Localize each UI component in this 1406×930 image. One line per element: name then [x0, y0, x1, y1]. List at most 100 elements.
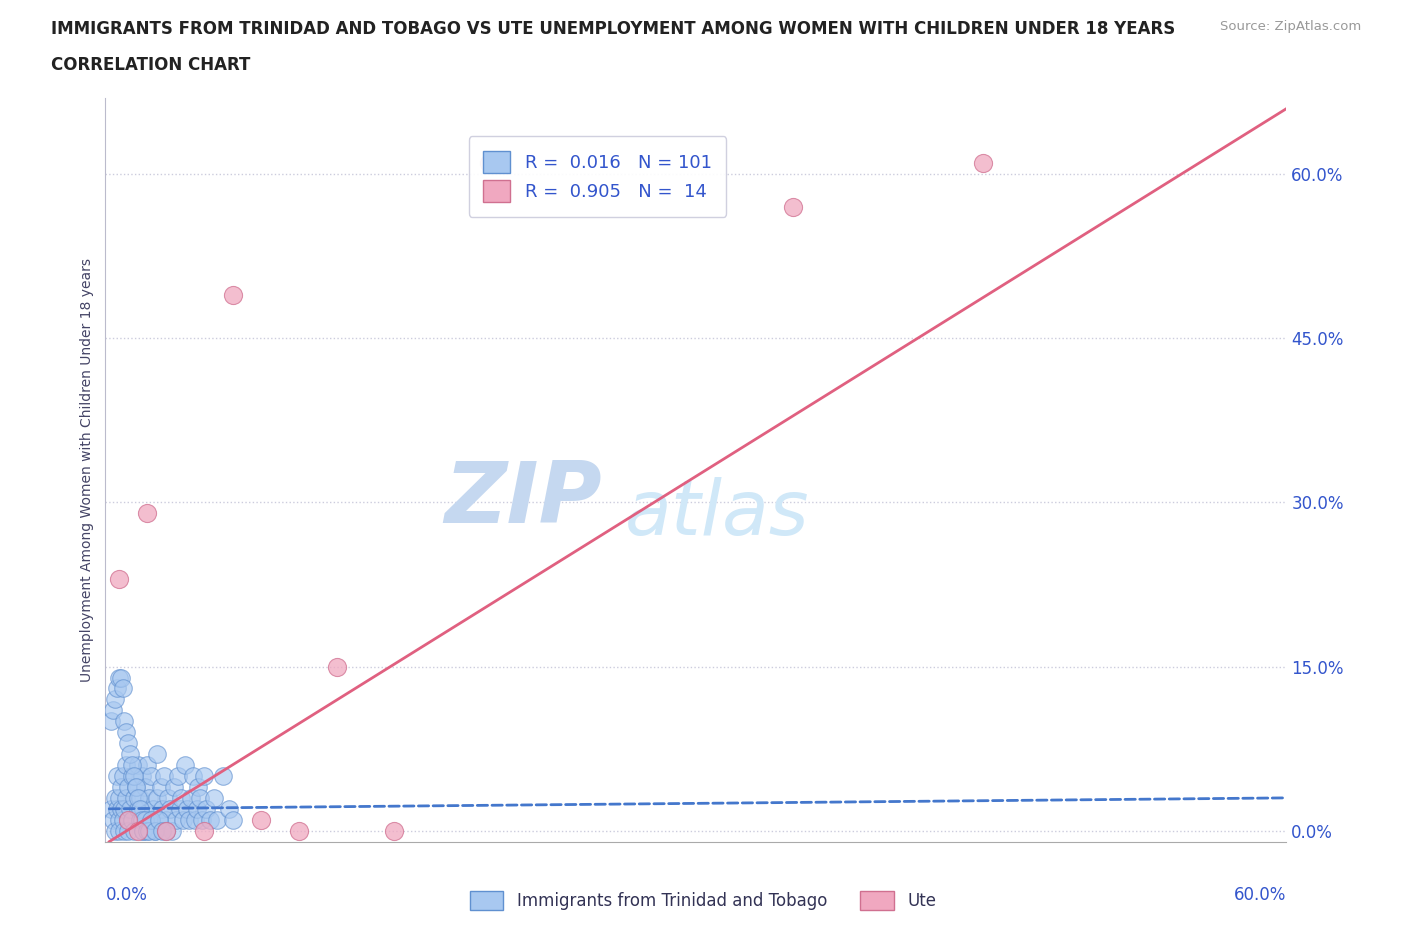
- Point: [148, 812, 170, 827]
- Point: [478, 156, 501, 171]
- Point: [115, 790, 138, 805]
- Point: [107, 812, 129, 827]
- Point: [143, 823, 166, 838]
- Point: [128, 812, 150, 827]
- Point: [105, 768, 128, 783]
- Point: [115, 758, 138, 773]
- Point: [139, 768, 162, 783]
- Point: [127, 823, 149, 838]
- Point: [114, 714, 136, 729]
- Point: [121, 812, 143, 827]
- Point: [117, 779, 139, 794]
- Point: [221, 287, 243, 302]
- Point: [107, 823, 129, 838]
- Point: [122, 768, 145, 783]
- Point: [193, 823, 215, 838]
- Point: [195, 802, 218, 817]
- Point: [288, 823, 311, 838]
- Point: [159, 802, 181, 817]
- Point: [153, 768, 176, 783]
- Point: [132, 823, 155, 838]
- Text: 60.0%: 60.0%: [1234, 886, 1286, 904]
- Text: IMMIGRANTS FROM TRINIDAD AND TOBAGO VS UTE UNEMPLOYMENT AMONG WOMEN WITH CHILDRE: IMMIGRANTS FROM TRINIDAD AND TOBAGO VS U…: [51, 20, 1175, 38]
- Point: [110, 802, 132, 817]
- Point: [111, 768, 134, 783]
- Point: [326, 659, 349, 674]
- Point: [155, 812, 177, 827]
- Point: [117, 823, 139, 838]
- Point: [143, 823, 166, 838]
- Point: [131, 812, 153, 827]
- Point: [145, 790, 167, 805]
- Point: [136, 506, 159, 521]
- Point: [177, 812, 200, 827]
- Text: 0.0%: 0.0%: [105, 886, 148, 904]
- Point: [181, 768, 204, 783]
- Y-axis label: Unemployment Among Women with Children Under 18 years: Unemployment Among Women with Children U…: [80, 258, 94, 682]
- Point: [138, 790, 160, 805]
- Point: [172, 812, 194, 827]
- Point: [105, 802, 128, 817]
- Point: [136, 823, 159, 838]
- Point: [207, 812, 229, 827]
- Point: [132, 823, 155, 838]
- Point: [120, 747, 142, 762]
- Point: [218, 802, 240, 817]
- Point: [382, 823, 405, 838]
- Point: [149, 779, 172, 794]
- Point: [160, 823, 183, 838]
- Point: [166, 768, 188, 783]
- Text: atlas: atlas: [626, 477, 810, 551]
- Point: [170, 790, 193, 805]
- Point: [139, 812, 162, 827]
- Point: [121, 758, 143, 773]
- Point: [250, 812, 273, 827]
- Point: [117, 736, 139, 751]
- Point: [114, 802, 136, 817]
- Legend: R =  0.016   N = 101, R =  0.905   N =  14: R = 0.016 N = 101, R = 0.905 N = 14: [468, 137, 727, 217]
- Point: [110, 671, 132, 685]
- Point: [155, 823, 177, 838]
- Point: [157, 790, 180, 805]
- Point: [136, 758, 159, 773]
- Point: [134, 812, 156, 827]
- Point: [972, 156, 994, 171]
- Point: [100, 714, 122, 729]
- Point: [122, 823, 145, 838]
- Point: [191, 812, 214, 827]
- Point: [138, 823, 160, 838]
- Point: [183, 812, 205, 827]
- Point: [176, 802, 198, 817]
- Point: [100, 802, 122, 817]
- Point: [136, 812, 159, 827]
- Point: [180, 790, 202, 805]
- Point: [132, 802, 155, 817]
- Point: [190, 790, 212, 805]
- Point: [104, 692, 127, 707]
- Point: [111, 812, 134, 827]
- Point: [110, 779, 132, 794]
- Point: [121, 768, 143, 783]
- Point: [117, 812, 139, 827]
- Point: [193, 768, 215, 783]
- Point: [155, 823, 177, 838]
- Point: [107, 671, 129, 685]
- Point: [134, 779, 156, 794]
- Point: [139, 812, 162, 827]
- Point: [131, 768, 153, 783]
- Point: [152, 823, 174, 838]
- Point: [101, 703, 124, 718]
- Legend: Immigrants from Trinidad and Tobago, Ute: Immigrants from Trinidad and Tobago, Ute: [464, 884, 942, 917]
- Point: [198, 812, 221, 827]
- Point: [187, 779, 209, 794]
- Point: [117, 812, 139, 827]
- Point: [115, 724, 138, 739]
- Point: [127, 802, 149, 817]
- Point: [128, 790, 150, 805]
- Point: [142, 802, 165, 817]
- Point: [169, 802, 191, 817]
- Point: [101, 812, 124, 827]
- Point: [148, 812, 170, 827]
- Point: [107, 790, 129, 805]
- Text: Source: ZipAtlas.com: Source: ZipAtlas.com: [1220, 20, 1361, 33]
